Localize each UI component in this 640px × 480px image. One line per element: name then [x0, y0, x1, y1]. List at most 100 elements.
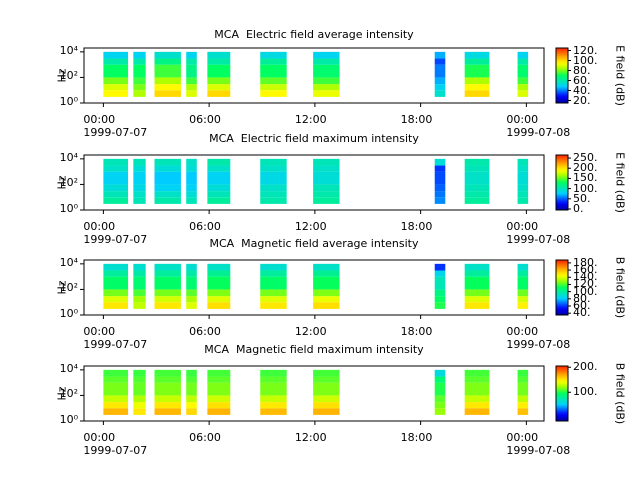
spectrogram-cell: [133, 376, 146, 383]
colorbar-tick-label: 0.: [573, 201, 584, 215]
spectrogram-cell: [517, 90, 529, 97]
spectrogram-cell: [154, 51, 181, 59]
spectrogram-cell: [133, 276, 146, 290]
spectrogram-cell: [434, 376, 446, 383]
spectrogram-cell: [434, 369, 446, 377]
spectrogram-cell: [464, 90, 490, 97]
spectrogram-cell: [207, 51, 231, 59]
spectrogram-cell: [133, 191, 146, 198]
spectrogram-cell: [154, 191, 181, 198]
spectrogram-cell: [207, 369, 231, 377]
spectrogram-cell: [154, 376, 181, 383]
spectrogram-cell: [207, 171, 231, 185]
x-tick-label: 00:00 1999-07-07: [83, 431, 148, 457]
spectrogram-cell: [207, 191, 231, 198]
spectrogram-cell: [260, 184, 287, 192]
x-tick-label: 00:00 1999-07-07: [83, 220, 148, 246]
colorbar-tick-label: 80.: [573, 291, 591, 305]
spectrogram-cell: [434, 289, 446, 297]
spectrogram-cell: [207, 289, 231, 297]
colorbar-tick-label: 120.: [573, 277, 598, 291]
spectrogram-cell: [186, 369, 197, 377]
spectrogram-cell: [207, 296, 231, 303]
chart-title: MCA Magnetic field maximum intensity: [204, 343, 424, 356]
spectrogram-cell: [154, 382, 181, 396]
x-tick-label: 00:00 1999-07-08: [506, 113, 571, 139]
spectrogram-cell: [154, 77, 181, 85]
spectrogram-cell: [434, 184, 446, 192]
spectrogram-cell: [260, 369, 287, 377]
spectrogram-cell: [313, 158, 340, 166]
spectrogram-cell: [207, 84, 231, 91]
spectrogram-cell: [207, 270, 231, 277]
spectrogram-cell: [517, 84, 529, 91]
spectrogram-cell: [260, 276, 287, 290]
spectrogram-cell: [186, 51, 197, 59]
spectrogram-cell: [207, 64, 231, 78]
spectrogram-cell: [103, 51, 129, 59]
spectrogram-cell: [517, 402, 529, 409]
spectrogram-cell: [434, 402, 446, 409]
spectrogram-cell: [517, 376, 529, 383]
colorbar-tick-label: 180.: [573, 255, 598, 269]
spectrogram-cell: [260, 402, 287, 409]
chart-title: MCA Electric field average intensity: [214, 28, 414, 41]
spectrogram-cell: [154, 369, 181, 377]
spectrogram-cell: [154, 270, 181, 277]
spectrogram-cell: [133, 77, 146, 85]
spectrogram-cell: [517, 77, 529, 85]
y-tick-label: 10²: [59, 69, 78, 83]
spectrogram-cell: [154, 402, 181, 409]
colorbar-tick-label: 100.: [573, 181, 598, 195]
spectrogram-cell: [207, 408, 231, 415]
spectrogram-cell: [313, 165, 340, 172]
y-tick-label: 10⁴: [59, 361, 78, 375]
spectrogram-cell: [260, 90, 287, 97]
spectrogram-cell: [207, 302, 231, 309]
y-tick-label: 10⁴: [59, 43, 78, 57]
spectrogram-cell: [260, 302, 287, 309]
spectrogram-cell: [154, 171, 181, 185]
spectrogram-cell: [103, 382, 129, 396]
spectrogram-cell: [103, 369, 129, 377]
colorbar-tick-label: 160.: [573, 263, 598, 277]
spectrogram-cell: [154, 276, 181, 290]
spectrogram-cell: [260, 171, 287, 185]
spectrogram-cell: [186, 165, 197, 172]
spectrogram-cell: [133, 184, 146, 192]
chart-title: MCA Electric field maximum intensity: [209, 132, 419, 145]
spectrogram-cell: [133, 263, 146, 271]
spectrogram-cell: [517, 171, 529, 185]
spectrogram-cell: [103, 402, 129, 409]
spectrogram-cell: [260, 395, 287, 403]
x-tick-label: 00:00 1999-07-08: [506, 325, 571, 351]
spectrogram-cell: [517, 64, 529, 78]
spectrogram-cell: [186, 296, 197, 303]
spectrogram-cell: [133, 369, 146, 377]
spectrogram-cell: [207, 197, 231, 204]
colorbar: [555, 259, 569, 316]
spectrogram-cell: [464, 77, 490, 85]
spectrogram-cell: [464, 263, 490, 271]
spectrogram-cell: [464, 184, 490, 192]
spectrogram-cell: [517, 58, 529, 65]
spectrogram-cell: [207, 158, 231, 166]
spectrogram-cell: [186, 408, 197, 415]
colorbar: [555, 47, 569, 104]
spectrogram-cell: [154, 302, 181, 309]
spectrogram-cell: [133, 402, 146, 409]
spectrogram-cell: [133, 296, 146, 303]
spectrogram-cell: [434, 165, 446, 172]
spectrogram-cell: [313, 402, 340, 409]
spectrogram-cell: [313, 369, 340, 377]
spectrogram-cell: [260, 58, 287, 65]
spectrogram-cell: [103, 270, 129, 277]
y-tick-label: 10⁰: [59, 307, 78, 320]
spectrogram-cell: [434, 90, 446, 97]
spectrogram-cell: [186, 191, 197, 198]
x-tick-label: 00:00 1999-07-07: [83, 113, 148, 139]
spectrogram-cell: [133, 382, 146, 396]
colorbar-tick-label: 140.: [573, 270, 598, 284]
y-axis-label: Hz: [55, 67, 69, 83]
spectrogram-cell: [154, 158, 181, 166]
